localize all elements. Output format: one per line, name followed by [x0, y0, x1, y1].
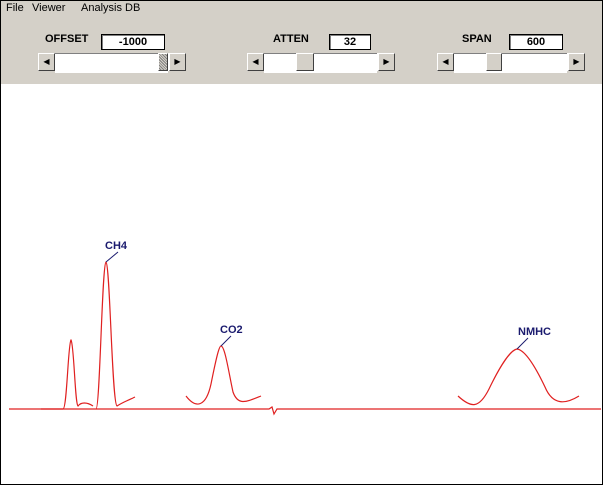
menu-bar: File Viewer Analysis DB [1, 1, 602, 16]
span-scroll-thumb[interactable] [486, 53, 502, 71]
atten-scroll-left-arrow-icon[interactable]: ◀ [247, 53, 264, 71]
offset-scroll-thumb[interactable] [158, 53, 168, 71]
offset-value-field[interactable]: -1000 [101, 34, 165, 50]
unlabeled-peak-trace [41, 338, 94, 410]
ch4-leader-line [105, 251, 119, 263]
span-value-field[interactable]: 600 [509, 34, 563, 50]
offset-scrollbar[interactable]: ◀ ▶ [38, 53, 186, 73]
span-scroll-left-arrow-icon[interactable]: ◀ [437, 53, 454, 71]
menu-viewer[interactable]: Viewer [32, 2, 66, 14]
co2-leader-line [220, 335, 232, 347]
span-scroll-right-arrow-icon[interactable]: ▶ [568, 53, 585, 71]
nmhc-peak-label: NMHC [518, 326, 551, 338]
atten-scroll-track[interactable] [264, 53, 377, 73]
nmhc-peak-trace [457, 348, 580, 406]
span-scroll-track[interactable] [454, 53, 567, 73]
nmhc-leader-line [516, 337, 529, 350]
co2-peak-trace [185, 345, 262, 405]
menu-analysis-db[interactable]: Analysis DB [81, 2, 141, 14]
atten-value-field[interactable]: 32 [329, 34, 371, 50]
control-toolbar: OFFSET -1000 ◀ ▶ ATTEN 32 ◀ ▶ SPAN 600 ◀… [1, 16, 602, 84]
span-label: SPAN [462, 33, 492, 45]
offset-label: OFFSET [45, 33, 89, 45]
span-scrollbar[interactable]: ◀ ▶ [437, 53, 585, 73]
chromatogram-svg: CH4 CO2 NMHC [9, 240, 601, 416]
offset-scroll-right-arrow-icon[interactable]: ▶ [169, 53, 186, 71]
atten-scroll-thumb[interactable] [296, 53, 314, 71]
atten-label: ATTEN [273, 33, 309, 45]
offset-scroll-left-arrow-icon[interactable]: ◀ [38, 53, 55, 71]
offset-scroll-track[interactable] [55, 53, 168, 73]
ch4-peak-label: CH4 [105, 240, 128, 252]
baseline-trace [9, 406, 601, 416]
co2-peak-label: CO2 [220, 324, 243, 336]
atten-scrollbar[interactable]: ◀ ▶ [247, 53, 395, 73]
atten-scroll-right-arrow-icon[interactable]: ▶ [378, 53, 395, 71]
chromatogram-plot-area: CH4 CO2 NMHC [1, 84, 602, 484]
ch4-peak-trace [95, 261, 136, 410]
menu-file[interactable]: File [6, 2, 24, 14]
